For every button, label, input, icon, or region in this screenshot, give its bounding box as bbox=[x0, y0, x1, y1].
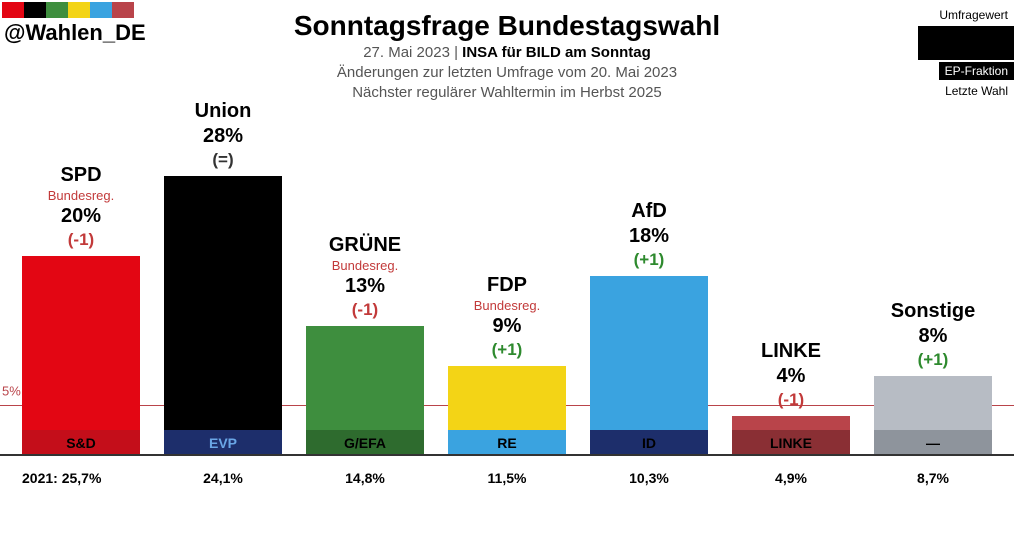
chart-subtitle-next: Nächster regulärer Wahltermin im Herbst … bbox=[0, 84, 1014, 101]
bar-rect: RE bbox=[448, 366, 566, 456]
baseline bbox=[0, 454, 1014, 456]
party-label: FDP bbox=[487, 273, 527, 298]
last-election-value: 8,7% bbox=[874, 470, 992, 486]
bar-grüne: GRÜNEBundesreg.13%(-1) G/EFA bbox=[306, 233, 424, 457]
party-label: Sonstige bbox=[891, 299, 975, 324]
gov-label: Bundesreg. bbox=[332, 258, 399, 274]
last-election-value: 14,8% bbox=[306, 470, 424, 486]
chart-title: Sonntagsfrage Bundestagswahl bbox=[0, 10, 1014, 42]
bar-spd: SPDBundesreg.20%(-1) S&D bbox=[22, 163, 140, 457]
pct-label: 18% bbox=[629, 224, 669, 249]
gov-label: Bundesreg. bbox=[48, 188, 115, 204]
poll-chart: @Wahlen_DE Sonntagsfrage Bundestagswahl … bbox=[0, 0, 1014, 556]
bar-rect: S&D bbox=[22, 256, 140, 456]
bar-rect: LINKE bbox=[732, 416, 850, 456]
party-label: Union bbox=[195, 99, 252, 124]
delta-label: (+1) bbox=[634, 249, 665, 270]
pct-label: 28% bbox=[203, 124, 243, 149]
bar-union: Union28%(=) EVP bbox=[164, 99, 282, 456]
party-label: GRÜNE bbox=[329, 233, 401, 258]
delta-label: (-1) bbox=[778, 389, 804, 410]
delta-label: (-1) bbox=[352, 299, 378, 320]
bar-rect: — bbox=[874, 376, 992, 456]
pct-label: 8% bbox=[919, 324, 948, 349]
bar-fdp: FDPBundesreg.9%(+1) RE bbox=[448, 273, 566, 457]
pct-label: 9% bbox=[493, 314, 522, 339]
bar-rect: ID bbox=[590, 276, 708, 456]
party-label: LINKE bbox=[761, 339, 821, 364]
ep-band: LINKE bbox=[732, 430, 850, 456]
subtitle-source: INSA für BILD am Sonntag bbox=[462, 44, 651, 61]
party-label: SPD bbox=[60, 163, 101, 188]
ep-band: RE bbox=[448, 430, 566, 456]
last-election-row: 2021: 25,7% 24,1% 14,8% 11,5% 10,3% 4,9% 8,7% bbox=[0, 470, 1014, 486]
bar-sonstige: Sonstige8%(+1) — bbox=[874, 299, 992, 456]
bar-rect: G/EFA bbox=[306, 326, 424, 456]
ep-band: G/EFA bbox=[306, 430, 424, 456]
delta-label: (=) bbox=[212, 149, 233, 170]
ep-band: ID bbox=[590, 430, 708, 456]
last-election-value: 4,9% bbox=[732, 470, 850, 486]
last-election-value: 2021: 25,7% bbox=[22, 470, 140, 486]
chart-area: 5% SPDBundesreg.20%(-1)S&DUnion28%(=)EVP… bbox=[0, 150, 1014, 510]
chart-subtitle-changes: Änderungen zur letzten Umfrage vom 20. M… bbox=[0, 64, 1014, 81]
last-election-value: 10,3% bbox=[590, 470, 708, 486]
pct-label: 13% bbox=[345, 274, 385, 299]
party-label: AfD bbox=[631, 199, 667, 224]
legend-umfragewert: Umfragewert bbox=[933, 6, 1014, 24]
bar-afd: AfD18%(+1) ID bbox=[590, 199, 708, 456]
pct-label: 4% bbox=[777, 364, 806, 389]
bars-container: SPDBundesreg.20%(-1)S&DUnion28%(=)EVPGRÜ… bbox=[0, 150, 1014, 456]
ep-band: EVP bbox=[164, 430, 282, 456]
chart-subtitle-source: 27. Mai 2023 | INSA für BILD am Sonntag bbox=[0, 44, 1014, 61]
ep-band: S&D bbox=[22, 430, 140, 456]
last-election-value: 24,1% bbox=[164, 470, 282, 486]
ep-band: — bbox=[874, 430, 992, 456]
legend-ep: EP-Fraktion bbox=[939, 62, 1014, 80]
gov-label: Bundesreg. bbox=[474, 298, 541, 314]
delta-label: (-1) bbox=[68, 229, 94, 250]
bar-rect: EVP bbox=[164, 176, 282, 456]
bar-linke: LINKE4%(-1)LINKE bbox=[732, 339, 850, 456]
legend-swatch bbox=[918, 26, 1014, 60]
delta-label: (+1) bbox=[918, 349, 949, 370]
pct-label: 20% bbox=[61, 204, 101, 229]
last-election-value: 11,5% bbox=[448, 470, 566, 486]
legend-letzte: Letzte Wahl bbox=[939, 82, 1014, 100]
subtitle-date: 27. Mai 2023 bbox=[363, 44, 450, 61]
delta-label: (+1) bbox=[492, 339, 523, 360]
